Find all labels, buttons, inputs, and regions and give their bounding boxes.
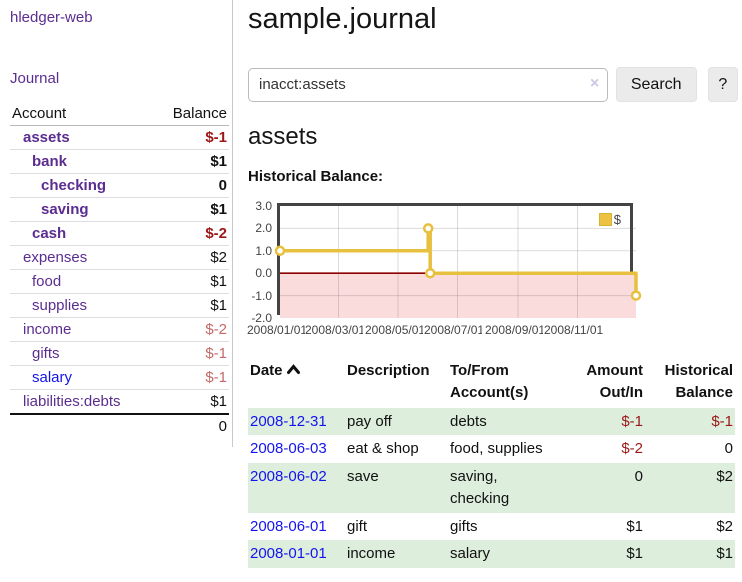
search-form: × Search ? <box>248 67 738 102</box>
register-header-balance: Historical Balance <box>664 362 733 401</box>
accounts-total: 0 <box>153 413 229 438</box>
y-tick: -1.0 <box>251 289 272 303</box>
account-balance: $1 <box>153 269 229 294</box>
sidebar: hledger-web Journal Account Balance asse… <box>0 0 233 447</box>
account-link-assets[interactable]: assets <box>23 129 70 146</box>
transaction-balance: 0 <box>724 440 733 458</box>
transaction-date-link[interactable]: 2008-12-31 <box>250 412 327 430</box>
account-link-supplies[interactable]: supplies <box>32 297 88 314</box>
account-balance: $1 <box>153 293 229 318</box>
transaction-date-link[interactable]: 2008-06-03 <box>250 440 327 458</box>
register-row: 2008-06-03 eat & shop food, supplies $-2… <box>248 435 735 463</box>
x-tick: 2008/07/01 <box>424 323 482 337</box>
help-button[interactable]: ? <box>707 67 738 102</box>
transaction-amount: $1 <box>626 517 643 535</box>
y-tick: 1.0 <box>255 244 272 258</box>
search-button[interactable]: Search <box>615 67 697 102</box>
account-link-expenses[interactable]: expenses <box>23 249 88 266</box>
x-tick: 2008/01/01 <box>247 323 305 337</box>
account-balance: $2 <box>153 245 229 270</box>
account-balance: $1 <box>153 197 229 222</box>
transaction-amount: $1 <box>626 545 643 563</box>
accounts-header-account: Account <box>10 102 154 126</box>
register-header-date[interactable]: Date <box>248 357 345 408</box>
transaction-balance: $2 <box>716 468 733 485</box>
register-header-amount: Amount Out/In <box>586 362 643 401</box>
register-header-description: Description <box>347 362 430 379</box>
account-link-cash[interactable]: cash <box>32 225 67 242</box>
transaction-balance: $1 <box>716 545 733 563</box>
accounts-header-balance: Balance <box>153 102 229 126</box>
transaction-accounts: debts <box>450 412 487 430</box>
account-link-salary[interactable]: salary <box>32 369 73 386</box>
register-row: 2008-12-31 pay off debts $-1 $-1 <box>248 407 735 436</box>
x-tick: 2008/11/01 <box>544 323 604 337</box>
account-heading: assets <box>248 123 318 150</box>
nav-journal-link[interactable]: Journal <box>10 70 60 87</box>
y-tick: 0.0 <box>255 266 272 280</box>
register-row: 2008-01-01 income salary $1 $1 <box>248 540 735 568</box>
transaction-date-link[interactable]: 2008-06-02 <box>250 468 327 485</box>
plot-area: $ <box>274 203 642 318</box>
balance-line-svg <box>274 206 642 318</box>
negative-region <box>280 273 636 318</box>
transaction-accounts: food, supplies <box>450 440 543 458</box>
account-balance: $-1 <box>153 125 229 150</box>
transaction-amount: 0 <box>634 468 643 485</box>
x-tick: 2008/05/01 <box>365 323 423 337</box>
account-balance: $1 <box>153 389 229 414</box>
account-balance: $1 <box>153 149 229 174</box>
gridlines <box>280 206 636 318</box>
transaction-accounts: gifts <box>450 517 478 535</box>
sort-ascending-icon <box>286 360 300 382</box>
account-link-food[interactable]: food <box>32 273 62 290</box>
register-table: Date Description To/From Account(s) Amou… <box>248 357 735 568</box>
accounts-table: Account Balance assets $-1 bank $1 check… <box>10 102 229 438</box>
account-link-income[interactable]: income <box>23 321 72 338</box>
account-balance: $-2 <box>153 317 229 342</box>
y-tick: -2.0 <box>251 311 272 325</box>
chart-title: Historical Balance: <box>248 168 384 185</box>
transaction-amount: $-2 <box>621 440 643 458</box>
transaction-description: save <box>347 468 379 485</box>
x-tick: 2008/03/01 <box>305 323 363 337</box>
account-link-saving[interactable]: saving <box>41 201 89 218</box>
historical-balance-chart: 3.0 2.0 1.0 0.0 -1.0 -2.0 <box>243 198 643 341</box>
account-balance: 0 <box>153 173 229 198</box>
app-brand-link[interactable]: hledger-web <box>10 9 93 26</box>
account-link-bank[interactable]: bank <box>32 153 68 170</box>
account-balance: $-2 <box>153 221 229 246</box>
y-tick: 2.0 <box>255 221 272 235</box>
transaction-description: pay off <box>347 412 392 430</box>
register-row: 2008-06-01 gift gifts $1 $2 <box>248 513 735 541</box>
transaction-date-link[interactable]: 2008-01-01 <box>250 545 327 563</box>
register-row: 2008-06-02 save saving, checking 0 $2 <box>248 463 735 513</box>
y-tick: 3.0 <box>255 199 272 213</box>
account-balance: $-1 <box>153 341 229 366</box>
transaction-description: eat & shop <box>347 440 419 458</box>
transaction-accounts: salary <box>450 545 491 563</box>
transaction-date-link[interactable]: 2008-06-01 <box>250 517 327 535</box>
transaction-amount: $-1 <box>621 412 643 430</box>
account-link-liabilities-debts[interactable]: liabilities:debts <box>23 393 121 410</box>
account-balance: $-1 <box>153 365 229 390</box>
x-tick: 2008/09/01 <box>485 323 543 337</box>
account-link-checking[interactable]: checking <box>41 177 107 194</box>
data-point-markers <box>274 223 642 301</box>
search-input[interactable] <box>248 67 608 102</box>
legend-label: $ <box>613 212 621 227</box>
account-link-gifts[interactable]: gifts <box>32 345 60 362</box>
transaction-balance: $2 <box>716 517 733 535</box>
clear-search-icon[interactable]: × <box>590 75 600 92</box>
main-content: sample.journal × Search ? assets Histori… <box>247 0 738 568</box>
register-header-accounts: To/From Account(s) <box>450 362 529 401</box>
transaction-description: income <box>347 545 396 563</box>
transaction-description: gift <box>347 517 368 535</box>
page-title: sample.journal <box>248 3 437 35</box>
transaction-balance: $-1 <box>711 412 733 430</box>
legend-swatch-icon <box>598 213 612 226</box>
transaction-accounts: saving, checking <box>450 468 510 507</box>
chart-legend: $ <box>596 211 623 228</box>
